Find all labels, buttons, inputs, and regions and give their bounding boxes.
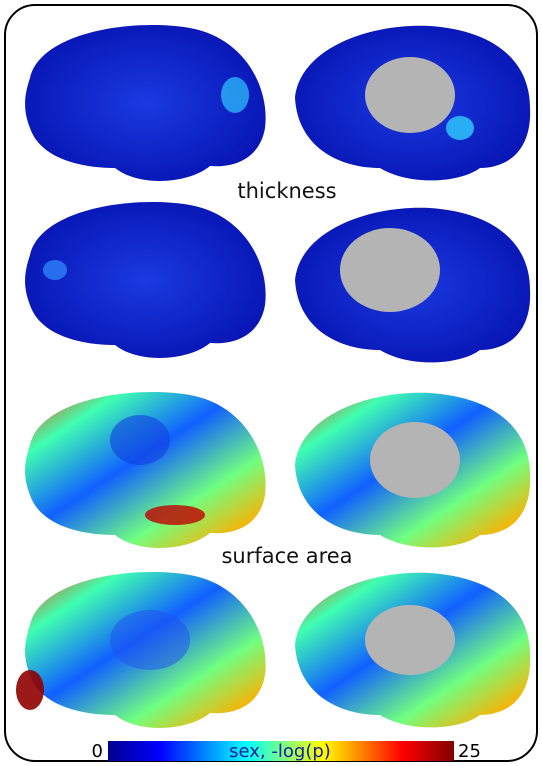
colorbar-label: sex, -log(p): [229, 741, 331, 762]
colorbar-min: 0: [92, 741, 103, 762]
brain-images-thickness: [25, 25, 531, 363]
panel-label: surface area: [221, 544, 352, 568]
colorbar: [108, 741, 454, 761]
colorbar-max: 25: [458, 741, 481, 762]
brain-images-surface-area: [16, 392, 531, 728]
panel-label: thickness: [237, 179, 336, 203]
